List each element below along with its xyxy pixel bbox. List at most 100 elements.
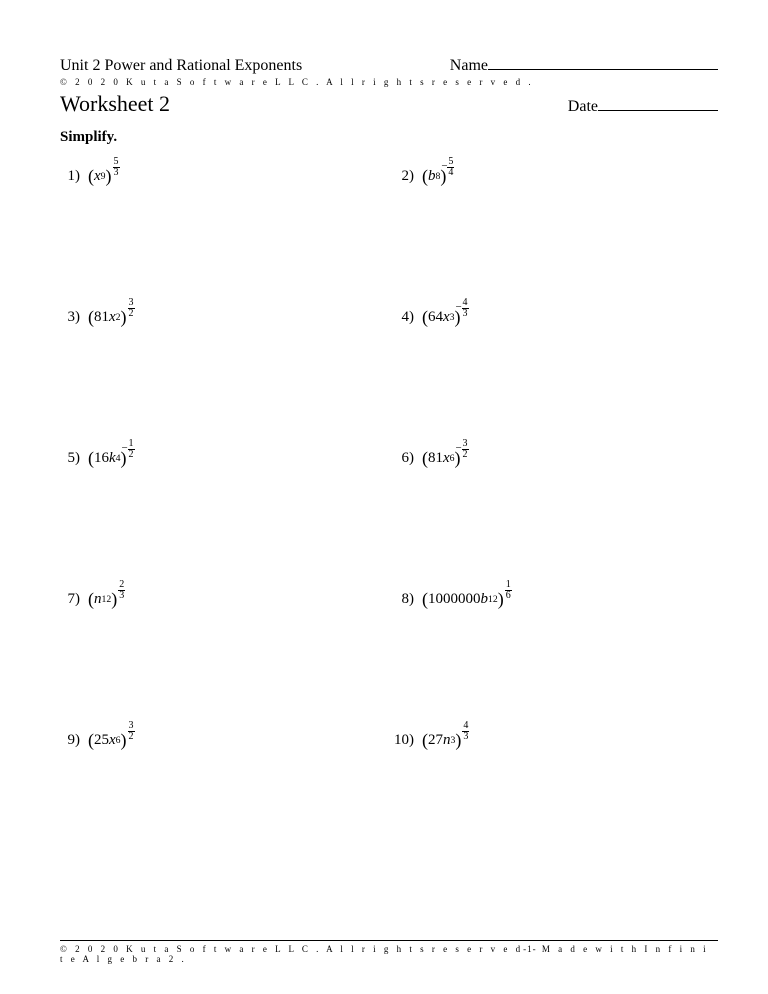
problem: 4)(64x3)−43 [394,307,718,328]
expression: (x9)53 [88,166,120,187]
problem: 7) (n12)23 [60,589,384,610]
expression: (64x3)−43 [422,307,469,328]
expression: (81x6)−32 [422,448,469,469]
outer-exponent: −12 [128,439,135,460]
outer-exponent: 23 [118,580,125,601]
outer-exponent: −54 [447,157,454,178]
coefficient: 64 [428,309,443,326]
footer-page: -1- [523,944,537,954]
variable: x [94,168,101,185]
variable: b [428,168,436,185]
date-field: Date [568,95,718,116]
inner-exponent: 12 [488,594,498,605]
exp-numerator: 3 [462,439,469,449]
negative-sign: − [456,443,462,454]
coefficient: 27 [428,732,443,749]
negative-sign: − [456,302,462,313]
exp-denominator: 2 [462,450,469,460]
problem-number: 10) [394,732,414,749]
problem: 10)(27n3)43 [394,730,718,751]
variable: x [443,450,450,467]
problem: 1) (x9)53 [60,166,384,187]
exp-numerator: 4 [462,721,469,731]
variable: b [481,591,489,608]
problem-number: 8) [394,591,414,608]
expression: (25x6)32 [88,730,135,751]
footer-left: © 2 0 2 0 K u t a S o f t w a r e L L C … [60,944,523,954]
footer: © 2 0 2 0 K u t a S o f t w a r e L L C … [60,940,718,964]
outer-exponent: 43 [462,721,469,742]
date-label: Date [568,98,598,115]
coefficient: 25 [94,732,109,749]
close-paren: ) [121,307,127,328]
worksheet-title: Worksheet 2 [60,91,170,117]
problem: 8)(1000000b12)16 [394,589,718,610]
close-paren: ) [106,166,112,187]
outer-exponent: −43 [462,298,469,319]
exp-denominator: 3 [118,591,125,601]
expression: (81x2)32 [88,307,135,328]
problem: 6) (81x6)−32 [394,448,718,469]
close-paren: ) [455,730,461,751]
inner-exponent: 12 [102,594,112,605]
negative-sign: − [441,161,447,172]
problem: 5) (16k4)−12 [60,448,384,469]
variable: x [109,732,116,749]
problem: 3)(81x2)32 [60,307,384,328]
problem-number: 9) [60,732,80,749]
instruction: Simplify. [60,129,718,146]
problem: 2) (b8)−54 [394,166,718,187]
outer-exponent: 32 [128,298,135,319]
exp-numerator: 1 [505,580,512,590]
variable: n [94,591,102,608]
coefficient: 81 [428,450,443,467]
exp-numerator: 1 [128,439,135,449]
variable: k [109,450,116,467]
coefficient: 81 [94,309,109,326]
outer-exponent: 53 [113,157,120,178]
unit-title: Unit 2 Power and Rational Exponents [60,57,302,75]
variable: n [443,732,451,749]
exp-denominator: 3 [462,309,469,319]
exp-denominator: 2 [128,732,135,742]
outer-exponent: −32 [462,439,469,460]
exp-denominator: 3 [462,732,469,742]
problem-number: 6) [394,450,414,467]
problem-number: 2) [394,168,414,185]
exp-numerator: 2 [118,580,125,590]
exp-numerator: 4 [462,298,469,308]
outer-exponent: 16 [505,580,512,601]
title-row: Worksheet 2 Date [60,91,718,117]
problem-number: 5) [60,450,80,467]
expression: (n12)23 [88,589,125,610]
close-paren: ) [121,730,127,751]
close-paren: ) [498,589,504,610]
exp-denominator: 3 [113,168,120,178]
exp-numerator: 5 [113,157,120,167]
exp-denominator: 4 [447,168,454,178]
close-paren: ) [111,589,117,610]
date-blank-line [598,95,718,111]
name-field: Name [450,54,718,75]
exp-numerator: 3 [128,298,135,308]
problems-grid: 1)(x9)532)(b8)−543)(81x2)324)(64x3)−435)… [60,166,718,751]
expression: (16k4)−12 [88,448,135,469]
problem-number: 7) [60,591,80,608]
problem: 9) (25x6)32 [60,730,384,751]
coefficient: 16 [94,450,109,467]
name-blank-line [488,54,718,70]
header-row: Unit 2 Power and Rational Exponents Name [60,54,718,75]
variable: x [443,309,450,326]
problem-number: 4) [394,309,414,326]
variable: x [109,309,116,326]
exp-denominator: 6 [505,591,512,601]
exp-numerator: 3 [128,721,135,731]
exp-numerator: 5 [447,157,454,167]
problem-number: 3) [60,309,80,326]
problem-number: 1) [60,168,80,185]
expression: (b8)−54 [422,166,454,187]
top-copyright: © 2 0 2 0 K u t a S o f t w a r e L L C … [60,77,718,87]
exp-denominator: 2 [128,309,135,319]
exp-denominator: 2 [128,450,135,460]
expression: (27n3)43 [422,730,469,751]
